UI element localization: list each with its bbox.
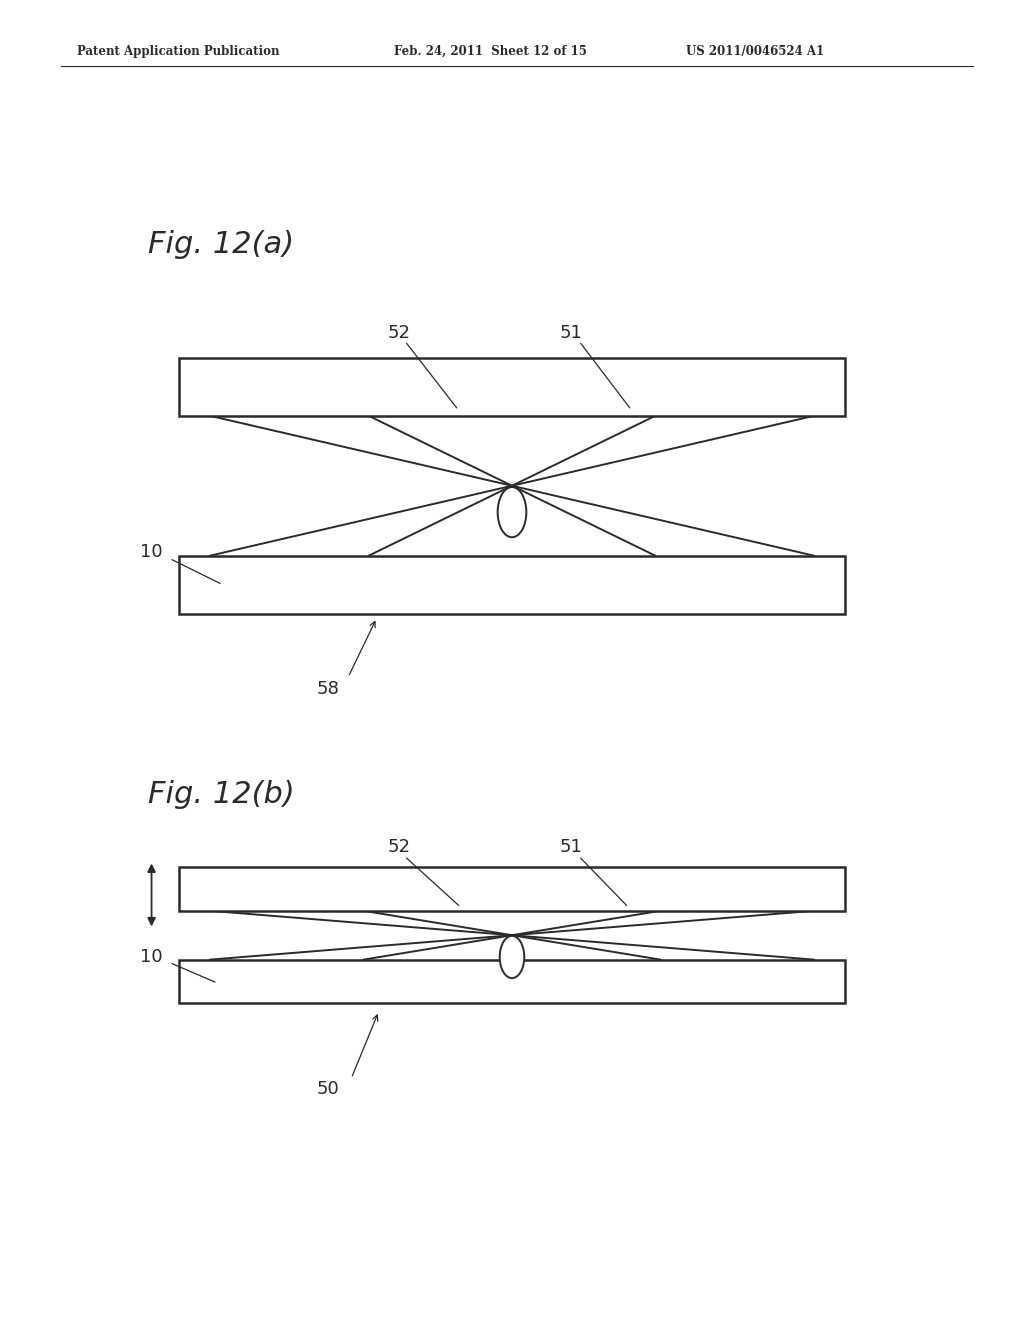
Text: 51: 51: [560, 838, 583, 857]
Text: 10: 10: [140, 543, 163, 561]
Ellipse shape: [500, 936, 524, 978]
Text: 10: 10: [140, 948, 163, 966]
Bar: [179, 556, 845, 614]
Text: Patent Application Publication: Patent Application Publication: [77, 45, 280, 58]
Text: 52: 52: [388, 838, 411, 857]
Text: Fig. 12(b): Fig. 12(b): [148, 780, 295, 809]
Text: US 2011/0046524 A1: US 2011/0046524 A1: [686, 45, 824, 58]
Bar: [179, 867, 845, 911]
Text: Feb. 24, 2011  Sheet 12 of 15: Feb. 24, 2011 Sheet 12 of 15: [394, 45, 587, 58]
Bar: [179, 358, 845, 416]
Text: Fig. 12(a): Fig. 12(a): [148, 230, 295, 259]
Bar: [179, 960, 845, 1003]
Text: 58: 58: [316, 680, 339, 698]
Text: 50: 50: [316, 1080, 339, 1098]
Text: 52: 52: [388, 323, 411, 342]
Ellipse shape: [498, 487, 526, 537]
Text: 51: 51: [560, 323, 583, 342]
